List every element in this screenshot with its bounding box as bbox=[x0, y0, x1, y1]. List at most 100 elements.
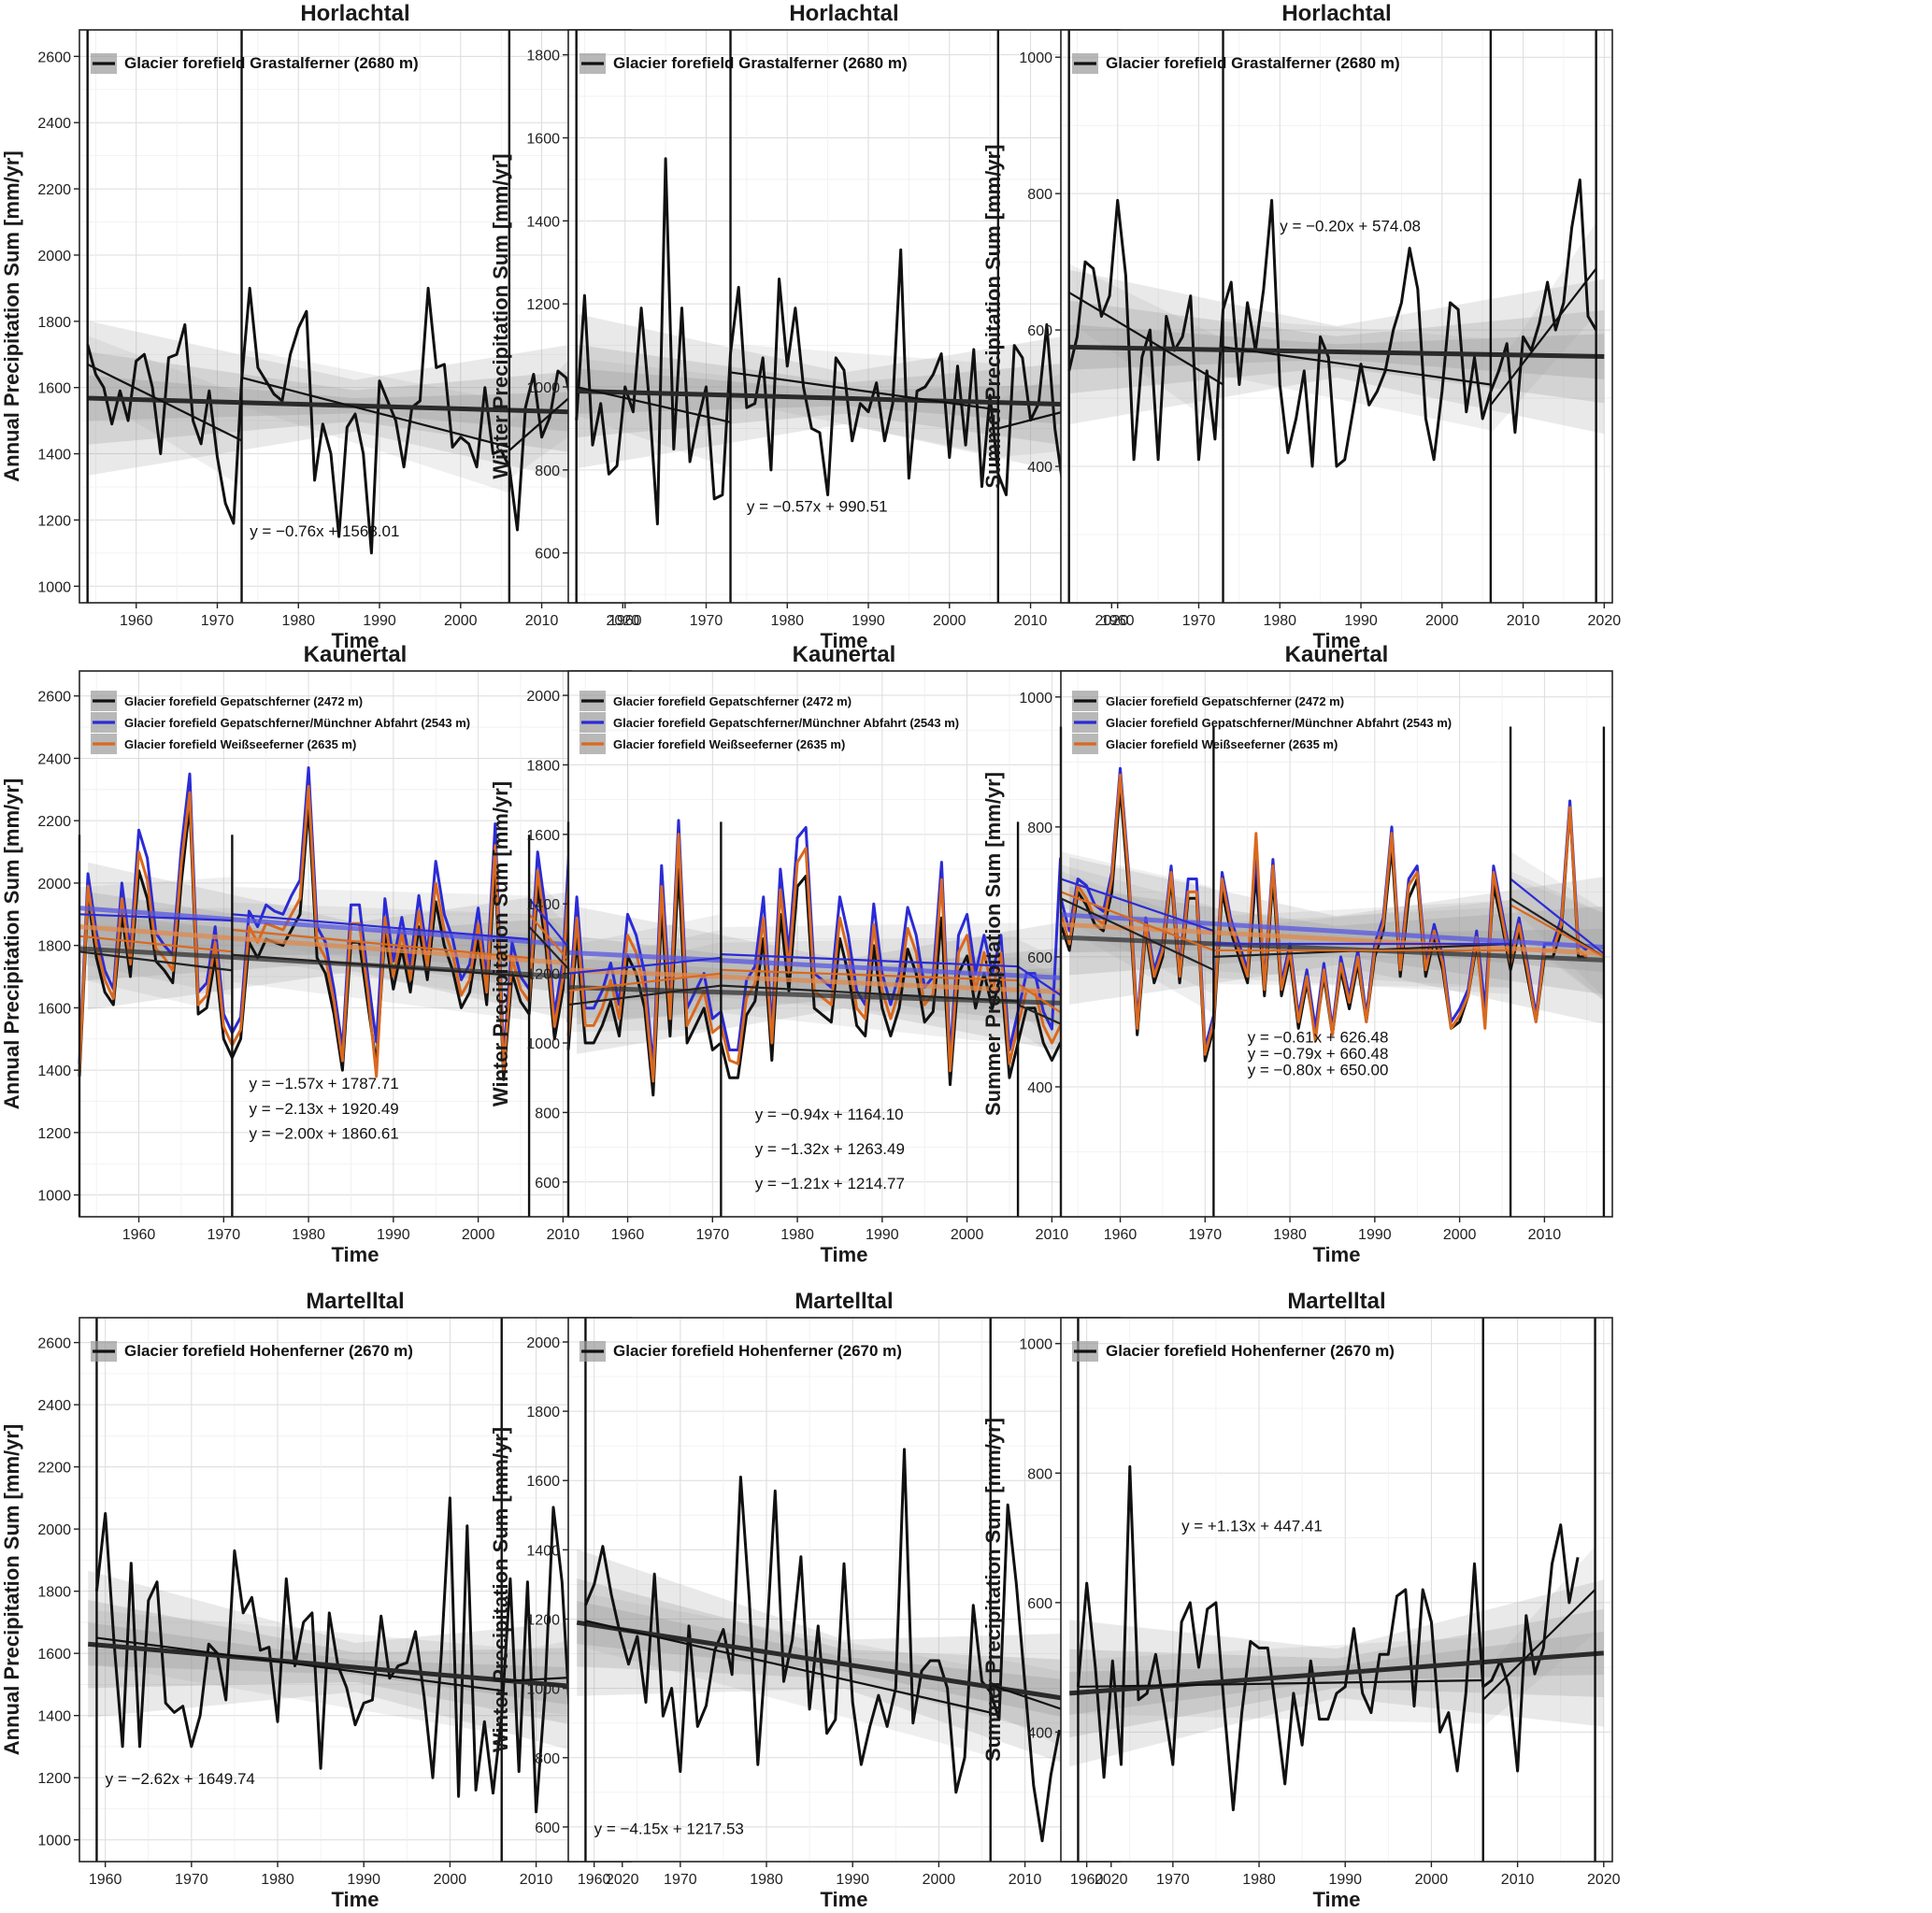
y-tick-label: 800 bbox=[1027, 187, 1052, 203]
segment-trend-line bbox=[79, 950, 233, 972]
x-tick-label: 2000 bbox=[923, 1872, 956, 1888]
y-axis-title: Annual Precipitation Sum [mm/yr] bbox=[0, 150, 23, 482]
x-tick-label: 1970 bbox=[1182, 613, 1216, 629]
overall-trend-line-2 bbox=[79, 906, 623, 951]
x-tick-label: 1980 bbox=[281, 613, 315, 629]
x-tick-label: 2020 bbox=[1587, 1872, 1621, 1888]
x-tick-label: 1960 bbox=[611, 1227, 645, 1243]
x-axis-title: Time bbox=[821, 629, 868, 652]
x-tick-label: 2020 bbox=[1095, 1872, 1128, 1888]
trend-equation: y = −1.32x + 1263.49 bbox=[755, 1140, 905, 1158]
trend-equations: y = −0.94x + 1164.10 y = −1.32x + 1263.49… bbox=[755, 1106, 905, 1192]
y-tick-label: 800 bbox=[535, 464, 560, 479]
y-tick-label: 1400 bbox=[37, 1064, 71, 1079]
panel-9: 400 600 800 1000 1960 1970 1980 1990 2000 2010 202… bbox=[981, 1289, 1621, 1911]
y-tick-label: 1800 bbox=[37, 1585, 71, 1601]
trend-equation: y = −2.00x + 1860.61 bbox=[250, 1125, 399, 1143]
trend-lines bbox=[1069, 1589, 1604, 1701]
y-tick-label: 1000 bbox=[37, 1834, 71, 1849]
x-tick-label: 1990 bbox=[1328, 1872, 1362, 1888]
y-axis-title: Winter Precipitation Sum [mm/yr] bbox=[489, 153, 512, 478]
breakpoint-lines bbox=[1067, 30, 1597, 603]
x-tick-label: 1970 bbox=[690, 613, 723, 629]
panel-title: Martelltal bbox=[1287, 1289, 1385, 1314]
x-axis: 1960 1970 1980 1990 2000 2010 2020 bbox=[1101, 603, 1621, 629]
legend: Glacier forefield Gepatschferner (2472 m… bbox=[580, 691, 959, 754]
segment-band bbox=[96, 1610, 502, 1735]
x-axis: 1960 1970 1980 1990 2000 2010 2020 bbox=[608, 603, 1128, 629]
x-tick-label: 2010 bbox=[1528, 1227, 1562, 1243]
overall-trend-line-2 bbox=[567, 949, 1112, 983]
y-tick-label: 1800 bbox=[37, 939, 71, 955]
y-tick-label: 800 bbox=[1027, 821, 1052, 836]
legend: Glacier forefield Gepatschferner (2472 m… bbox=[1072, 691, 1452, 754]
y-tick-label: 800 bbox=[535, 1751, 560, 1767]
series-line-1 bbox=[575, 157, 1105, 526]
legend: Glacier forefield Grastalferner (2680 m) bbox=[91, 53, 419, 74]
x-tick-label: 2000 bbox=[951, 1227, 984, 1243]
y-tick-label: 2000 bbox=[37, 249, 71, 264]
legend: Glacier forefield Grastalferner (2680 m) bbox=[580, 53, 908, 74]
legend: Glacier forefield Hohenferner (2670 m) bbox=[1072, 1341, 1395, 1362]
x-tick-label: 1980 bbox=[750, 1872, 783, 1888]
x-tick-label: 1980 bbox=[1242, 1872, 1276, 1888]
y-tick-label: 1800 bbox=[37, 315, 71, 331]
y-axis: 600 800 1000 1200 1400 1600 1800 2000 bbox=[526, 1335, 568, 1836]
legend-label: Glacier forefield Hohenferner (2670 m) bbox=[1106, 1342, 1395, 1360]
series-line-1 bbox=[1076, 1464, 1580, 1812]
x-tick-label: 1960 bbox=[120, 613, 153, 629]
x-axis: 1960 1970 1980 1990 2000 2010 2020 bbox=[1070, 1862, 1621, 1888]
x-tick-label: 2010 bbox=[520, 1872, 553, 1888]
legend-label: Glacier forefield Gepatschferner/Münchne… bbox=[124, 716, 470, 730]
panel-3: 400 600 800 1000 1960 1970 1980 1990 2000 2010 202… bbox=[981, 1, 1621, 652]
panel-6: 400 600 800 1000 1960 1970 1980 1990 2000 2010 Tim… bbox=[981, 642, 1613, 1266]
overall-trend-line bbox=[87, 395, 623, 416]
trend-equation: y = +1.13x + 447.41 bbox=[1181, 1518, 1323, 1535]
y-tick-label: 1600 bbox=[526, 131, 560, 147]
panel-title: Horlachtal bbox=[1281, 1, 1391, 26]
segment-trend-line bbox=[1078, 1678, 1483, 1689]
segment-trend-line bbox=[79, 913, 233, 922]
series-lines bbox=[575, 157, 1105, 526]
x-tick-label: 1980 bbox=[770, 613, 804, 629]
overall-trend-line-2 bbox=[1060, 912, 1605, 949]
legend-label: Glacier forefield Gepatschferner/Münchne… bbox=[1106, 716, 1452, 730]
overall-trend-line-1 bbox=[567, 984, 1112, 1007]
segment-trend-line bbox=[232, 928, 530, 960]
trend-lines bbox=[87, 356, 623, 451]
plot-frame bbox=[1060, 670, 1613, 1218]
y-tick-label: 600 bbox=[535, 1176, 560, 1192]
y-tick-label: 2000 bbox=[526, 689, 560, 705]
x-axis-title: Time bbox=[821, 1243, 868, 1266]
y-axis: 400 600 800 1000 bbox=[1019, 1337, 1061, 1741]
series-lines bbox=[584, 1448, 1061, 1843]
segment-trend-line bbox=[241, 376, 510, 449]
plot-background bbox=[568, 1318, 1120, 1862]
segment-band bbox=[1490, 222, 1596, 435]
trend-equations: y = −2.62x + 1649.74 bbox=[106, 1770, 255, 1788]
segment-trend-line bbox=[567, 956, 722, 975]
legend-label: Glacier forefield Grastalferner (2680 m) bbox=[613, 54, 908, 72]
segment-trend-line bbox=[721, 984, 1019, 1003]
overall-trend-line bbox=[576, 1620, 1112, 1708]
legend-label: Glacier forefield Gepatschferner (2472 m… bbox=[613, 694, 852, 708]
y-tick-label: 400 bbox=[1027, 1725, 1052, 1741]
x-tick-label: 1980 bbox=[780, 1227, 814, 1243]
y-axis-title: Summer Precipitation Sum [mm/yr] bbox=[981, 1418, 1005, 1762]
x-tick-label: 1960 bbox=[122, 1227, 156, 1243]
y-tick-label: 2400 bbox=[37, 751, 71, 767]
segment-trend-line bbox=[567, 984, 722, 1006]
y-tick-label: 2600 bbox=[37, 690, 71, 706]
y-tick-label: 1600 bbox=[526, 1474, 560, 1490]
x-tick-label: 2010 bbox=[1507, 613, 1540, 629]
series-line-1 bbox=[78, 804, 606, 1106]
y-tick-label: 2400 bbox=[37, 116, 71, 132]
breakpoint-lines bbox=[1077, 1318, 1596, 1862]
trend-equation: y = −0.57x + 990.51 bbox=[747, 497, 888, 515]
y-tick-label: 1000 bbox=[37, 1189, 71, 1205]
x-tick-label: 2020 bbox=[607, 613, 640, 629]
x-tick-label: 1980 bbox=[1263, 613, 1296, 629]
x-tick-label: 1990 bbox=[836, 1872, 869, 1888]
x-tick-label: 1960 bbox=[89, 1872, 122, 1888]
